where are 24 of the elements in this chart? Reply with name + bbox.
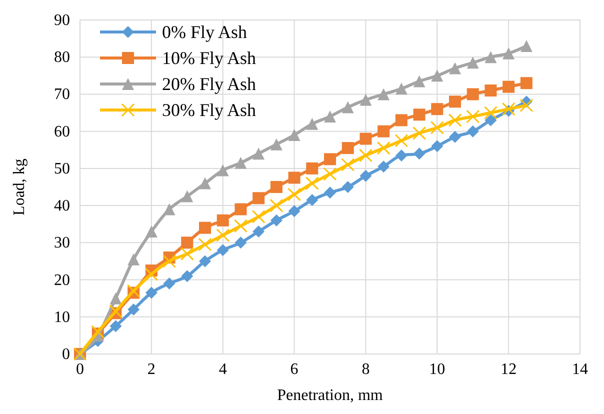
y-tick-label: 80	[54, 49, 70, 66]
y-tick-label: 40	[54, 198, 70, 215]
y-tick-label: 50	[54, 160, 70, 178]
legend-label: 20% Fly Ash	[162, 74, 256, 94]
x-tick-label: 4	[218, 361, 227, 378]
y-tick-label: 10	[54, 308, 70, 326]
y-tick-label: 70	[54, 86, 70, 104]
x-tick-label: 10	[429, 361, 446, 378]
x-tick-label: 6	[290, 361, 298, 378]
legend-label: 30% Fly Ash	[162, 100, 256, 120]
y-tick-label: 30	[54, 234, 70, 252]
y-axis-title: Load, kg	[11, 158, 28, 216]
x-tick-label: 14	[572, 361, 588, 378]
x-axis-title: Penetration, mm	[277, 387, 384, 404]
x-tick-label: 2	[147, 361, 156, 378]
y-tick-label: 60	[54, 123, 70, 140]
legend-label: 0% Fly Ash	[162, 22, 248, 42]
x-tick-label: 8	[362, 361, 370, 378]
legend-label: 10% Fly Ash	[162, 48, 256, 68]
x-tick-label: 0	[76, 361, 84, 378]
y-tick-label: 90	[54, 12, 70, 29]
x-tick-label: 12	[500, 361, 517, 378]
y-tick-label: 20	[54, 272, 70, 289]
y-tick-label: 0	[62, 346, 70, 363]
